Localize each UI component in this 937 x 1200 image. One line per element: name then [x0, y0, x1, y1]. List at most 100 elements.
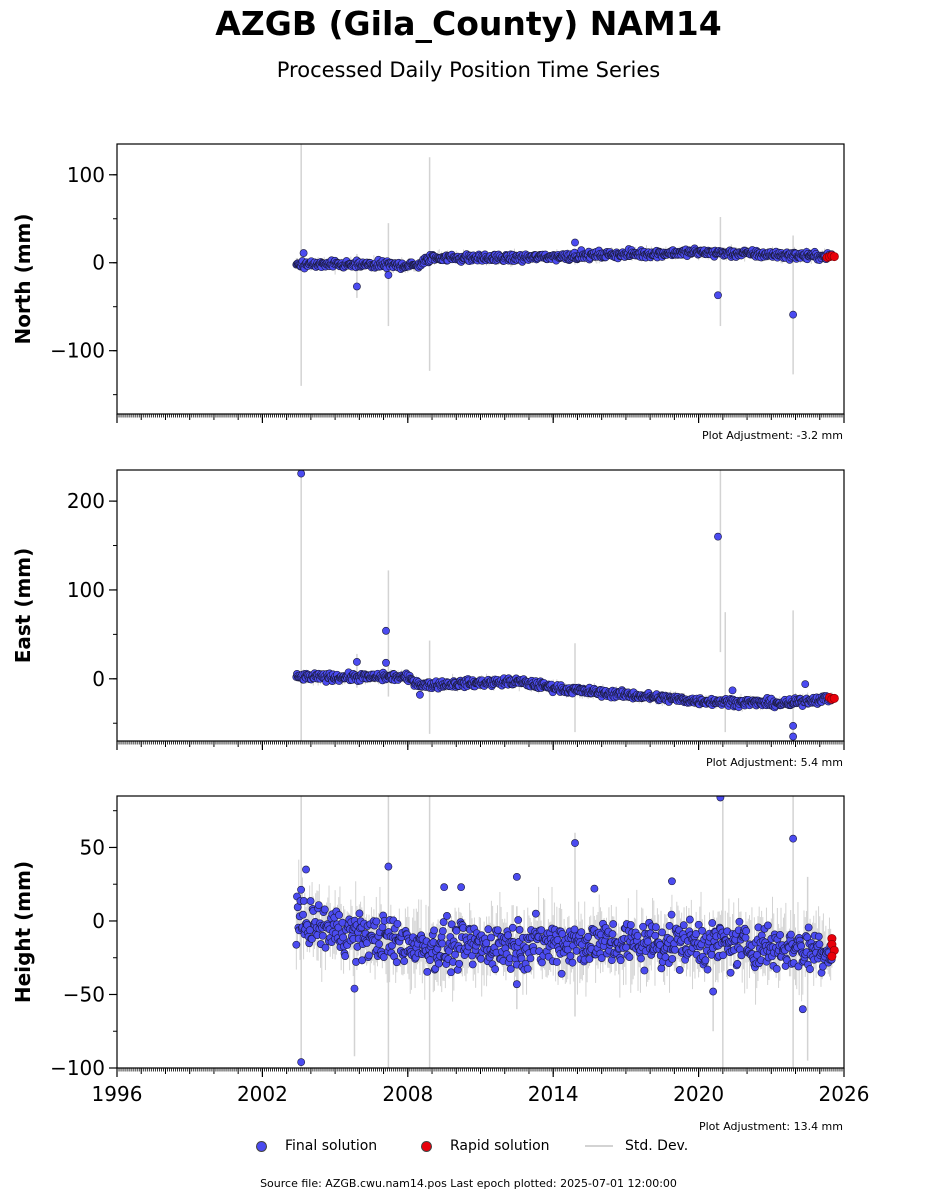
final-solution-point — [637, 954, 645, 963]
final-solution-point — [643, 937, 652, 946]
y-tick-label: 100 — [67, 578, 105, 602]
final-solution-point — [526, 954, 535, 963]
final-solution-outlier — [789, 721, 798, 730]
final-solution-point — [584, 932, 592, 941]
final-solution-point — [787, 930, 795, 939]
final-solution-point — [741, 933, 750, 942]
y-axis-label: North (mm) — [11, 213, 35, 344]
x-tick-label: 2002 — [237, 1082, 288, 1106]
x-tick-label: 1996 — [92, 1082, 143, 1106]
final-solution-outlier — [801, 680, 810, 689]
final-solution-point — [701, 956, 710, 965]
final-solution-point — [375, 940, 384, 948]
final-solution-point — [570, 925, 579, 934]
plot-area — [292, 796, 839, 1068]
final-solution-point — [651, 931, 660, 940]
final-solution-point — [379, 953, 388, 961]
rapid-solution-point — [827, 951, 837, 961]
plot-adjustment-note: Plot Adjustment: -3.2 mm — [702, 429, 843, 442]
final-solution-point — [443, 912, 451, 920]
final-solution-point — [742, 927, 751, 935]
final-solution-point — [577, 928, 586, 937]
final-solution-outlier — [716, 796, 725, 802]
final-solution-outlier — [789, 834, 798, 843]
final-solution-point — [764, 921, 772, 930]
final-solution-point — [393, 919, 402, 928]
final-solution-point — [400, 957, 409, 966]
final-solution-point — [434, 959, 443, 968]
final-solution-point — [491, 965, 500, 974]
final-solution-point — [665, 921, 674, 930]
final-solution-point — [423, 967, 432, 976]
final-solution-point — [335, 911, 343, 919]
final-solution-point — [299, 910, 308, 919]
final-solution-outlier — [728, 686, 737, 695]
final-solution-point — [523, 964, 532, 973]
final-solution-point — [506, 965, 515, 973]
final-solution-point — [668, 954, 677, 963]
final-solution-outlier — [590, 884, 599, 893]
final-solution-point — [339, 933, 348, 942]
final-solution-point — [515, 925, 524, 934]
final-solution-outlier — [457, 883, 466, 892]
chart-title: AZGB (Gila_County) NAM14 — [215, 4, 722, 43]
final-solution-point — [452, 926, 461, 935]
final-solution-outlier — [416, 690, 424, 699]
final-solution-point — [609, 920, 618, 928]
final-solution-outlier — [382, 626, 390, 635]
final-solution-outlier — [384, 271, 393, 279]
final-solution-point — [365, 951, 373, 960]
final-solution-outlier — [571, 238, 579, 247]
final-solution-point — [719, 951, 728, 960]
final-solution-point — [299, 897, 308, 905]
final-solution-outlier — [714, 291, 722, 300]
final-solution-point — [753, 951, 761, 959]
final-solution-point — [378, 923, 387, 932]
final-solution-point — [692, 930, 700, 938]
final-solution-point — [735, 917, 744, 926]
final-solution-point — [438, 939, 447, 948]
final-solution-outlier — [668, 877, 676, 886]
final-solution-outlier — [440, 883, 449, 892]
final-solution-outlier — [297, 470, 306, 478]
final-solution-point — [698, 926, 706, 935]
final-solution-outlier — [353, 658, 361, 666]
final-solution-point — [306, 897, 315, 905]
final-solution-point — [517, 954, 526, 963]
final-solution-point — [320, 905, 329, 914]
y-tick-label: 100 — [67, 163, 105, 187]
final-solution-point — [358, 956, 367, 965]
final-solution-point — [451, 950, 460, 959]
final-solution-point — [733, 960, 742, 968]
final-solution-point — [815, 940, 824, 949]
y-tick-label: 200 — [67, 489, 105, 513]
final-solution-outlier — [789, 732, 798, 741]
final-solution-outlier — [512, 872, 521, 881]
final-solution-point — [694, 920, 703, 929]
rapid-solution-point — [829, 252, 839, 262]
final-solution-point — [708, 919, 717, 927]
final-solution-point — [776, 930, 785, 939]
chart-subtitle: Processed Daily Position Time Series — [276, 58, 661, 82]
final-solution-point — [675, 966, 684, 974]
final-solution-outlier — [299, 249, 308, 257]
final-solution-outlier — [297, 1058, 306, 1067]
final-solution-point — [658, 928, 666, 937]
final-solution-point — [314, 901, 323, 910]
final-solution-outlier — [709, 987, 718, 996]
final-solution-point — [626, 921, 635, 929]
final-solution-point — [726, 968, 735, 977]
x-tick-label: 2014 — [528, 1082, 579, 1106]
final-solution-point — [439, 918, 448, 926]
final-solution-point — [493, 926, 502, 935]
final-solution-point — [484, 925, 493, 934]
final-solution-point — [447, 968, 455, 977]
final-solution-point — [737, 951, 746, 960]
final-solution-point — [568, 958, 577, 967]
y-axis-label: East (mm) — [11, 548, 35, 664]
final-solution-outlier — [789, 310, 798, 319]
final-solution-point — [508, 923, 517, 932]
plot-adjustment-note: Plot Adjustment: 5.4 mm — [706, 756, 843, 769]
final-solution-point — [566, 951, 575, 960]
